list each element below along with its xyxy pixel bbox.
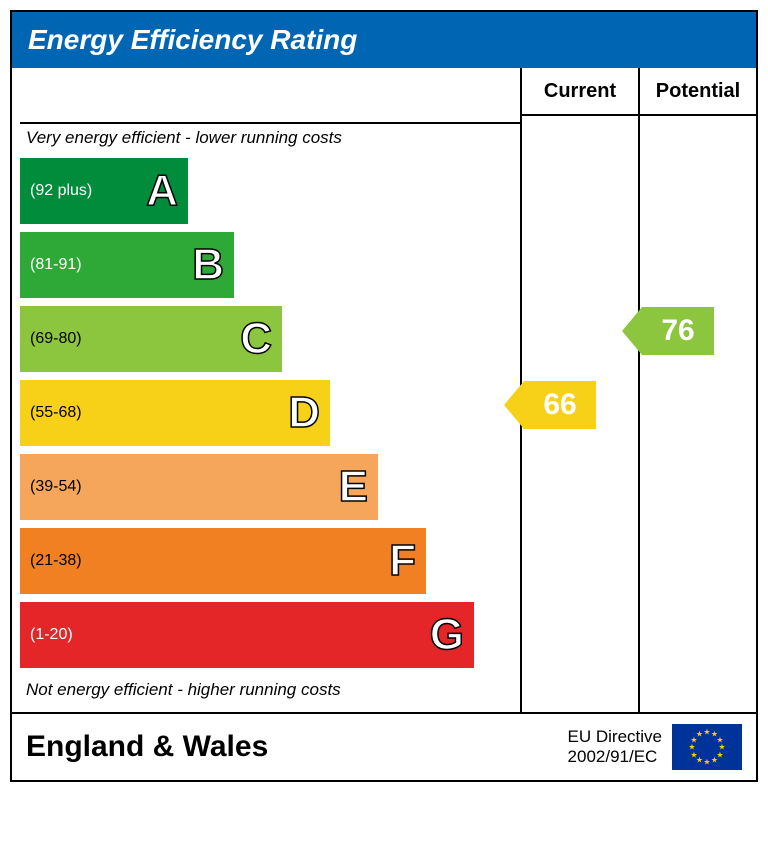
band-bar-c: (69-80) C <box>20 306 282 372</box>
band-range-a: (92 plus) <box>20 182 92 200</box>
band-d: (55-68) D <box>20 380 520 446</box>
potential-value: 76 <box>642 307 714 355</box>
current-pointer-arrow-icon <box>504 381 524 429</box>
epc-chart: Energy Efficiency Rating Very energy eff… <box>10 10 758 782</box>
eu-star-icon: ★ <box>711 755 718 764</box>
band-b: (81-91) B <box>20 232 520 298</box>
band-range-f: (21-38) <box>20 552 82 570</box>
band-letter-a: A <box>146 166 178 216</box>
title-bar: Energy Efficiency Rating <box>12 12 756 68</box>
footer-region: England & Wales <box>26 730 568 764</box>
band-bar-e: (39-54) E <box>20 454 378 520</box>
band-bar-a: (92 plus) A <box>20 158 188 224</box>
bands-area: (92 plus) A (81-91) B (69-80) C (55-68) D (39-54… <box>20 152 520 676</box>
potential-pointer: 76 <box>622 307 714 355</box>
band-range-g: (1-20) <box>20 626 73 644</box>
band-c: (69-80) C <box>20 306 520 372</box>
potential-area: 76 <box>640 116 756 760</box>
current-area: 66 <box>522 116 638 760</box>
band-bar-g: (1-20) G <box>20 602 474 668</box>
potential-column: Potential 76 <box>638 68 756 712</box>
potential-pointer-arrow-icon <box>622 307 642 355</box>
main-grid: Very energy efficient - lower running co… <box>12 68 756 714</box>
current-value: 66 <box>524 381 596 429</box>
current-pointer: 66 <box>504 381 596 429</box>
band-letter-f: F <box>389 536 416 586</box>
band-letter-c: C <box>240 314 272 364</box>
current-column: Current 66 <box>520 68 638 712</box>
current-header: Current <box>522 68 638 116</box>
potential-header: Potential <box>640 68 756 116</box>
eu-flag-icon: ★★★★★★★★★★★★ <box>672 724 742 770</box>
band-f: (21-38) F <box>20 528 520 594</box>
bands-column: Very energy efficient - lower running co… <box>12 68 520 712</box>
band-bar-d: (55-68) D <box>20 380 330 446</box>
note-top: Very energy efficient - lower running co… <box>20 124 520 152</box>
band-letter-e: E <box>339 462 368 512</box>
eu-star-icon: ★ <box>703 758 710 767</box>
band-bar-f: (21-38) F <box>20 528 426 594</box>
band-g: (1-20) G <box>20 602 520 668</box>
chart-title: Energy Efficiency Rating <box>28 24 357 55</box>
band-range-d: (55-68) <box>20 404 82 422</box>
band-letter-b: B <box>192 240 224 290</box>
band-range-c: (69-80) <box>20 330 82 348</box>
band-letter-g: G <box>430 610 464 660</box>
eu-star-icon: ★ <box>703 728 710 737</box>
bands-header-blank <box>20 76 520 124</box>
band-e: (39-54) E <box>20 454 520 520</box>
band-a: (92 plus) A <box>20 158 520 224</box>
band-range-e: (39-54) <box>20 478 82 496</box>
band-range-b: (81-91) <box>20 256 82 274</box>
band-letter-d: D <box>288 388 320 438</box>
note-bottom: Not energy efficient - higher running co… <box>20 676 520 704</box>
eu-star-icon: ★ <box>696 730 703 739</box>
band-bar-b: (81-91) B <box>20 232 234 298</box>
